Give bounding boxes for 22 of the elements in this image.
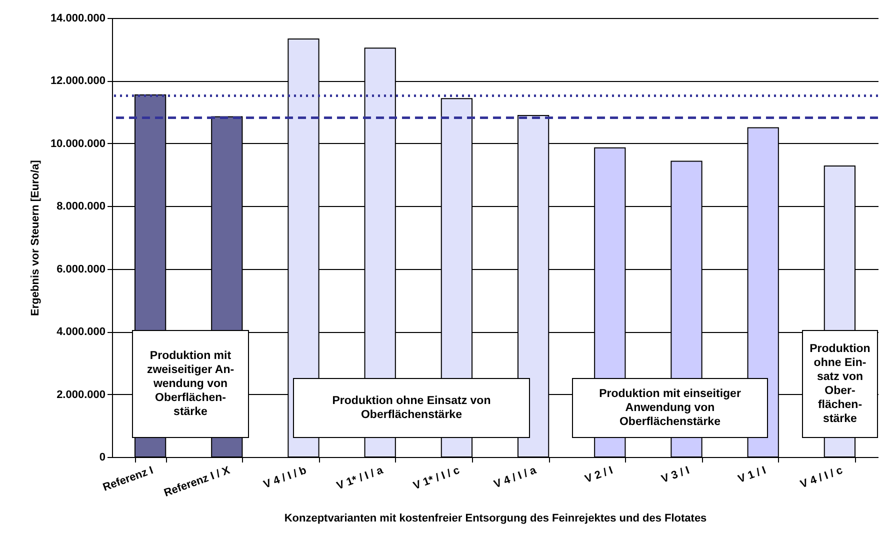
y-tick-label: 0 — [99, 452, 106, 464]
x-tick-label: V 1* / I / a — [335, 464, 386, 492]
text-box: Produktion ohne Einsatz von Oberflächenstärke — [293, 378, 530, 438]
y-tick-label: 10.000.000 — [50, 138, 106, 150]
text-box: Produktion mit zweiseitiger An- wendung von Oberflächen- stärke — [132, 330, 249, 438]
x-axis-title: Konzeptvarianten mit kostenfreier Entsorgung des Feinrejektes und des Flotates — [284, 512, 707, 524]
y-tick-label: 4.000.000 — [56, 326, 106, 338]
y-tick-label: 6.000.000 — [56, 263, 106, 276]
x-tick-label: V 3 / I — [660, 464, 692, 486]
y-tick-label: 14.000.000 — [50, 12, 106, 24]
x-tick-label: V 2 / I — [583, 464, 615, 486]
text-box: Produktion ohne Ein- satz von Ober- flächen- stärke — [802, 330, 878, 438]
y-tick-label: 12.000.000 — [50, 75, 106, 88]
x-tick-label: V 4 / I / c — [798, 464, 844, 491]
x-tick-label: V 4 / I / a — [492, 464, 539, 491]
x-tick-label: V 4 / I / b — [262, 464, 308, 492]
y-axis-title: Ergebnis vor Steuern [Euro/a] — [29, 160, 42, 316]
x-tick-label: V 1* / I / c — [412, 464, 462, 492]
y-tick-label: 8.000.000 — [56, 200, 106, 213]
x-tick-label: V 1 / I — [736, 464, 768, 486]
y-tick-label: 2.000.000 — [56, 388, 106, 401]
text-box: Produktion mit einseitiger Anwendung von Oberflächenstärke — [572, 378, 768, 438]
